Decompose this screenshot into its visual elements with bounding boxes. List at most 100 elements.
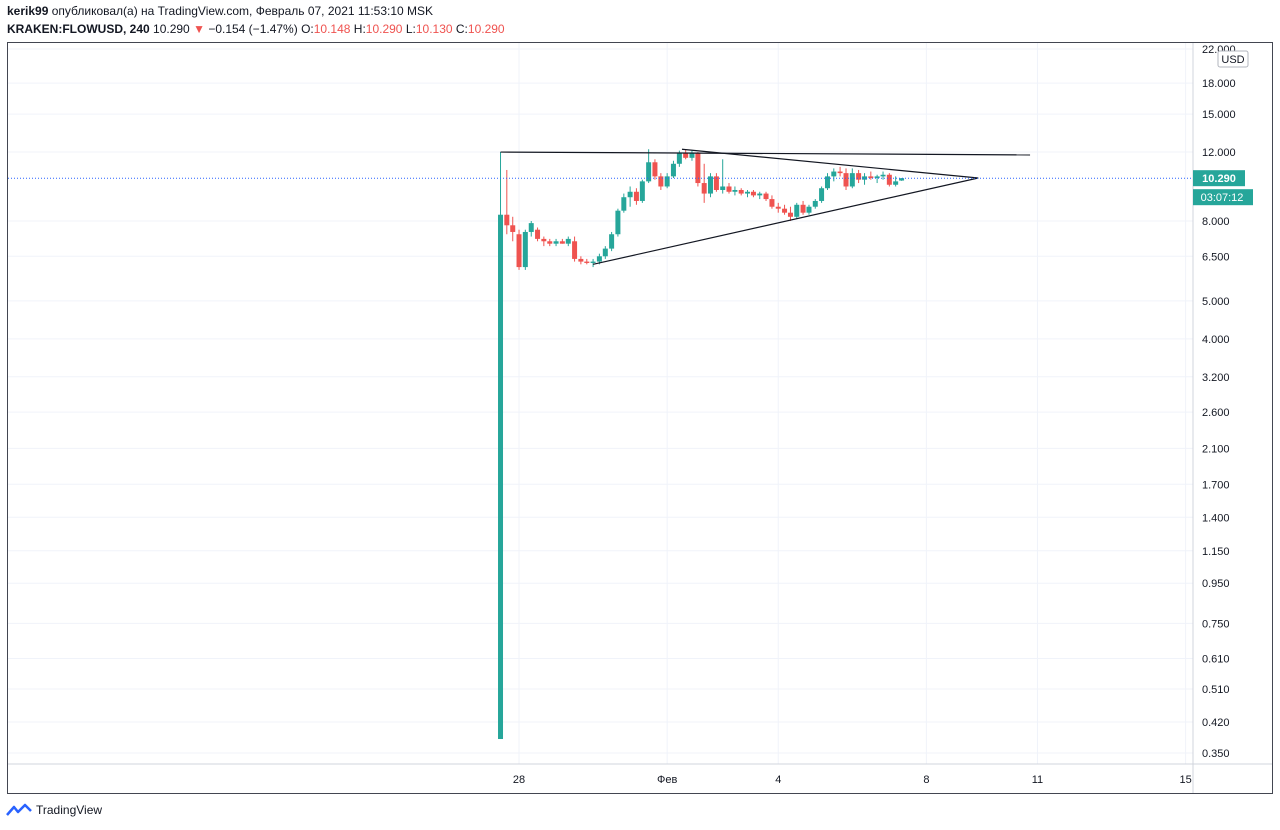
candle — [886, 173, 892, 187]
last-price-tag — [1193, 170, 1245, 187]
candle — [516, 229, 522, 270]
candle-body — [800, 204, 806, 213]
candle — [893, 176, 899, 187]
y-tick-label: 0.420 — [1202, 717, 1230, 729]
y-tick-label: 0.350 — [1202, 748, 1230, 760]
candle — [584, 258, 590, 265]
candle-body — [596, 256, 602, 262]
candle-body — [559, 241, 565, 244]
last-price: 10.290 — [153, 22, 190, 36]
candle-body — [831, 171, 837, 177]
candle — [849, 168, 855, 189]
candle-body — [670, 163, 676, 177]
candle-body — [658, 176, 664, 187]
candle — [843, 168, 849, 190]
footer-logo[interactable]: TradingView — [6, 803, 102, 817]
currency-label[interactable]: USD — [1221, 54, 1244, 66]
chart-frame[interactable] — [7, 42, 1273, 794]
trend-line — [500, 151, 1031, 156]
candle-body — [535, 229, 541, 239]
candle-body — [633, 191, 639, 201]
candle-body — [757, 193, 763, 196]
countdown-label: 03:07:12 — [1201, 192, 1244, 204]
y-tick-label: 18.000 — [1202, 78, 1236, 90]
candle-body — [880, 174, 886, 177]
candle-body — [565, 238, 571, 244]
candle — [664, 173, 670, 189]
candle — [609, 231, 615, 252]
footer-brand: TradingView — [36, 803, 103, 817]
candle — [627, 186, 633, 207]
y-tick-label: 0.950 — [1202, 578, 1230, 590]
candle-body — [652, 162, 658, 177]
candle-body — [547, 241, 553, 244]
y-tick-label: 2.600 — [1202, 407, 1230, 419]
candle-body — [602, 248, 608, 257]
candle-body — [794, 204, 800, 217]
x-tick-label: 4 — [775, 774, 781, 786]
down-arrow-icon: ▼ — [193, 22, 205, 36]
candle-body — [609, 234, 615, 249]
y-tick-label: 3.200 — [1202, 372, 1230, 384]
candle-body — [769, 199, 775, 207]
candle-body — [584, 261, 590, 263]
candle — [837, 166, 843, 177]
candle-body — [843, 173, 849, 187]
candle — [874, 174, 880, 184]
candle-body — [782, 208, 788, 213]
candle — [578, 256, 584, 265]
x-tick-label: 8 — [923, 774, 929, 786]
candle — [646, 149, 652, 184]
price-change: −0.154 (−1.47%) — [208, 22, 298, 36]
candle — [880, 171, 886, 180]
symbol-title[interactable]: KRAKEN:FLOWUSD, 240 — [7, 22, 150, 36]
candle — [541, 236, 547, 247]
candle — [720, 159, 726, 194]
candle — [522, 229, 528, 270]
candle-body — [775, 206, 781, 209]
low-label: L: — [405, 22, 416, 36]
candle-body — [646, 162, 652, 182]
x-tick-label: 15 — [1179, 774, 1191, 786]
last-price-label: 10.290 — [1202, 173, 1236, 185]
symbol-legend: KRAKEN:FLOWUSD, 240 10.290 ▼ −0.154 (−1.… — [7, 22, 505, 36]
y-tick-label: 1.700 — [1202, 479, 1230, 491]
candle-body — [899, 178, 905, 181]
candle-body — [510, 225, 516, 232]
candle-body — [615, 210, 621, 235]
y-tick-label: 0.610 — [1202, 654, 1230, 666]
candle — [787, 206, 793, 221]
candle-body — [713, 176, 719, 190]
y-tick-label: 0.510 — [1202, 684, 1230, 696]
candle — [615, 208, 621, 237]
y-tick-label: 1.400 — [1202, 512, 1230, 524]
y-tick-label: 12.000 — [1202, 147, 1236, 159]
high-value: 10.290 — [365, 22, 403, 36]
candle-body — [676, 153, 682, 164]
candle-body — [683, 153, 689, 158]
tradingview-logo-icon — [6, 803, 32, 816]
candle-body — [849, 173, 855, 187]
candle — [726, 183, 732, 194]
countdown-tag — [1193, 189, 1253, 206]
publish-info: kerik99 опубликовал(а) на TradingView.co… — [7, 4, 433, 18]
candle — [639, 179, 645, 203]
candle-body — [639, 181, 645, 201]
close-value: 10.290 — [467, 22, 505, 36]
candle — [689, 150, 695, 161]
candle — [658, 173, 664, 190]
candle-body — [701, 183, 707, 194]
candle — [763, 191, 769, 201]
candle — [565, 236, 571, 247]
candle-body — [763, 193, 769, 200]
open-label: O: — [301, 22, 314, 36]
candle — [775, 202, 781, 213]
currency-box[interactable] — [1217, 50, 1249, 68]
candle — [572, 236, 578, 262]
candle — [750, 189, 756, 198]
candle — [819, 186, 825, 203]
y-tick-label: 4.000 — [1202, 334, 1230, 346]
candle-body — [726, 186, 732, 192]
author-name[interactable]: kerik99 — [7, 4, 49, 18]
